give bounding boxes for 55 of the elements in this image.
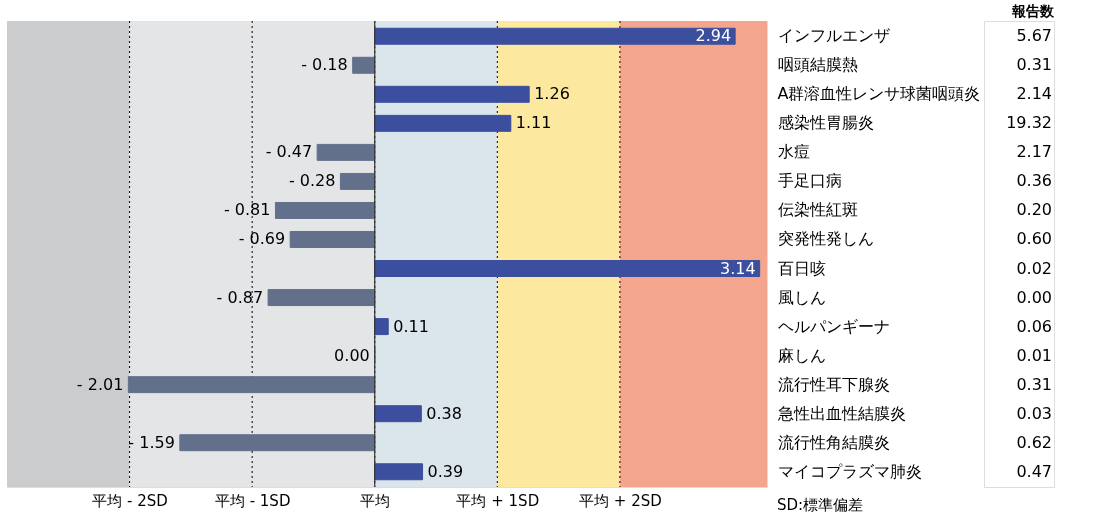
y-tick-label: A群溶血性レンサ球菌咽頭炎 [777, 84, 981, 104]
y-tick-label: 急性出血性結膜炎 [776, 403, 906, 423]
data-label: 0.60 [1016, 229, 1052, 249]
y-tick-label: 百日咳 [777, 258, 826, 278]
data-label: 0.02 [1016, 258, 1052, 278]
data-label: - 1.59 [128, 432, 175, 452]
y-tick-label: 麻しん [777, 345, 826, 365]
data-label: 0.31 [1016, 54, 1052, 74]
text: 報告数 [1011, 3, 1055, 19]
data-label: 0.36 [1016, 171, 1052, 191]
y-tick-label: 風しん [777, 287, 826, 307]
y-tick-label: 感染性胃腸炎 [777, 113, 874, 133]
data-label: - 0.18 [301, 55, 348, 75]
data-label: 3.14 [720, 258, 756, 278]
data-label: 0.06 [1016, 316, 1052, 336]
data-label: 0.31 [1016, 375, 1052, 395]
data-label: - 0.69 [238, 229, 286, 249]
x-tick-label: 平均 [360, 491, 391, 510]
x-tick-label: 平均 + 2SD [579, 491, 662, 510]
data-label: 0.38 [426, 403, 462, 423]
x-tick-label: 平均 + 1SD [456, 491, 540, 510]
data-label: - 2.01 [76, 374, 124, 394]
data-label: - 0.47 [265, 142, 313, 162]
data-label: 0.47 [1016, 462, 1052, 482]
data-label: 0.62 [1016, 433, 1052, 453]
y-tick-label: 手足口病 [777, 171, 842, 191]
y-tick-label: マイコプラズマ肺炎 [777, 461, 922, 481]
data-label: - 0.81 [223, 200, 271, 220]
data-label: 1.26 [534, 84, 570, 104]
data-label: 2.17 [1016, 142, 1052, 162]
data-label: 0.01 [1016, 345, 1052, 365]
data-label: 2.94 [695, 26, 732, 46]
y-tick-label: 水痘 [777, 142, 810, 162]
y-tick-label: 伝染性紅斑 [777, 200, 858, 220]
data-label: 0.03 [1016, 404, 1052, 424]
data-label: 1.11 [515, 113, 552, 133]
x-tick-label: 平均 - 2SD [92, 491, 168, 510]
y-tick-label: 流行性耳下腺炎 [777, 374, 890, 394]
y-tick-label: 咽頭結膜熱 [777, 55, 858, 75]
data-label: - 0.28 [288, 171, 336, 191]
y-tick-label: 流行性角結膜炎 [777, 432, 890, 452]
data-label: 0.00 [334, 345, 370, 365]
data-label: 19.32 [1006, 112, 1052, 132]
text: SD:標準偏差 [777, 496, 864, 514]
data-label: 5.67 [1016, 25, 1052, 45]
data-label: 0.11 [393, 316, 429, 336]
data-label: 2.14 [1016, 83, 1052, 103]
y-tick-label: インフルエンザ [777, 26, 890, 46]
y-tick-label: 突発性発しん [777, 229, 874, 249]
y-tick-label: ヘルパンギーナ [777, 316, 890, 336]
x-tick-label: 平均 - 1SD [214, 491, 291, 510]
data-label: 0.20 [1016, 200, 1052, 220]
data-label: 0.39 [427, 461, 464, 481]
data-label: 0.00 [1016, 287, 1052, 307]
data-label: - 0.87 [216, 287, 264, 307]
